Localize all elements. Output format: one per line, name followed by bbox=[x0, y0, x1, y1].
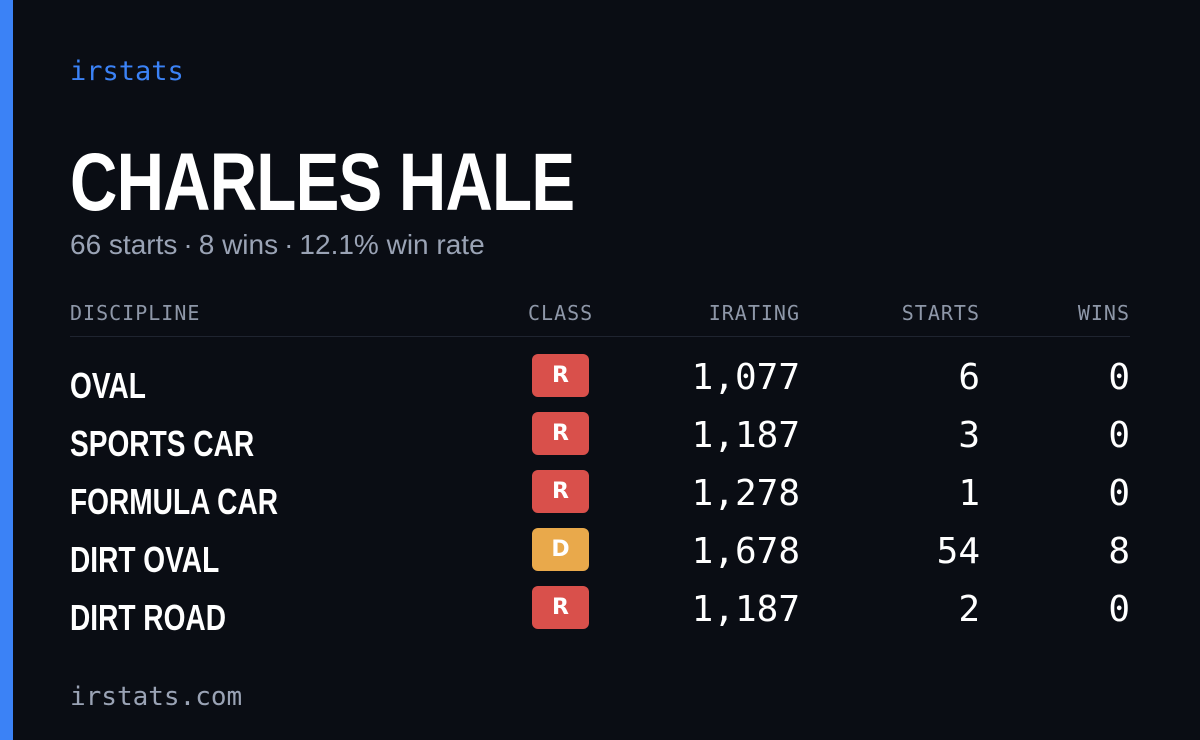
wins-value: 0 bbox=[1108, 415, 1130, 456]
irating-value: 1,077 bbox=[691, 357, 800, 398]
starts-value: 3 bbox=[958, 415, 980, 456]
header-wins: WINS bbox=[1077, 301, 1130, 325]
discipline-name: FORMULA CAR bbox=[70, 481, 278, 522]
discipline-name: DIRT ROAD bbox=[70, 597, 226, 638]
irating-value: 1,187 bbox=[691, 589, 800, 630]
header-irating: IRATING bbox=[708, 301, 800, 325]
table-row: DIRT OVAL D 1,678 54 8 bbox=[70, 528, 1130, 586]
irating-value: 1,187 bbox=[691, 415, 800, 456]
discipline-name: OVAL bbox=[70, 365, 146, 406]
class-badge: R bbox=[532, 586, 589, 629]
driver-summary: 66 starts · 8 wins · 12.1% win rate bbox=[70, 228, 485, 262]
table-row: OVAL R 1,077 6 0 bbox=[70, 354, 1130, 412]
table-row: SPORTS CAR R 1,187 3 0 bbox=[70, 412, 1130, 470]
wins-value: 0 bbox=[1108, 473, 1130, 514]
starts-value: 1 bbox=[958, 473, 980, 514]
header-starts: STARTS bbox=[901, 301, 980, 325]
footer-url[interactable]: irstats.com bbox=[70, 682, 243, 712]
wins-value: 0 bbox=[1108, 357, 1130, 398]
table-row: DIRT ROAD R 1,187 2 0 bbox=[70, 586, 1130, 644]
summary-wins: 8 wins bbox=[198, 229, 279, 260]
irating-value: 1,678 bbox=[691, 531, 800, 572]
summary-separator: · bbox=[183, 229, 193, 260]
discipline-table: DISCIPLINE CLASS IRATING STARTS WINS OVA… bbox=[70, 298, 1130, 638]
driver-name: CHARLES HALE bbox=[70, 137, 575, 228]
discipline-name: SPORTS CAR bbox=[70, 423, 255, 464]
class-badge: D bbox=[532, 528, 589, 571]
table-header: DISCIPLINE CLASS IRATING STARTS WINS bbox=[70, 298, 1130, 337]
irating-value: 1,278 bbox=[691, 473, 800, 514]
accent-bar bbox=[0, 0, 13, 740]
class-badge: R bbox=[532, 412, 589, 455]
summary-starts: 66 starts bbox=[70, 229, 178, 260]
header-discipline: DISCIPLINE bbox=[70, 301, 201, 325]
class-badge: R bbox=[532, 470, 589, 513]
class-badge: R bbox=[532, 354, 589, 397]
wins-value: 0 bbox=[1108, 589, 1130, 630]
discipline-name: DIRT OVAL bbox=[70, 539, 220, 580]
summary-win-rate: 12.1% win rate bbox=[299, 229, 485, 260]
table-row: FORMULA CAR R 1,278 1 0 bbox=[70, 470, 1130, 528]
header-class: CLASS bbox=[528, 301, 594, 325]
starts-value: 54 bbox=[936, 531, 980, 572]
starts-value: 2 bbox=[958, 589, 980, 630]
summary-separator: · bbox=[284, 229, 294, 260]
table-body: OVAL R 1,077 6 0 SPORTS CAR R 1,187 3 0 … bbox=[70, 354, 1130, 644]
brand-logo: irstats bbox=[70, 56, 184, 87]
wins-value: 8 bbox=[1108, 531, 1130, 572]
starts-value: 6 bbox=[958, 357, 980, 398]
